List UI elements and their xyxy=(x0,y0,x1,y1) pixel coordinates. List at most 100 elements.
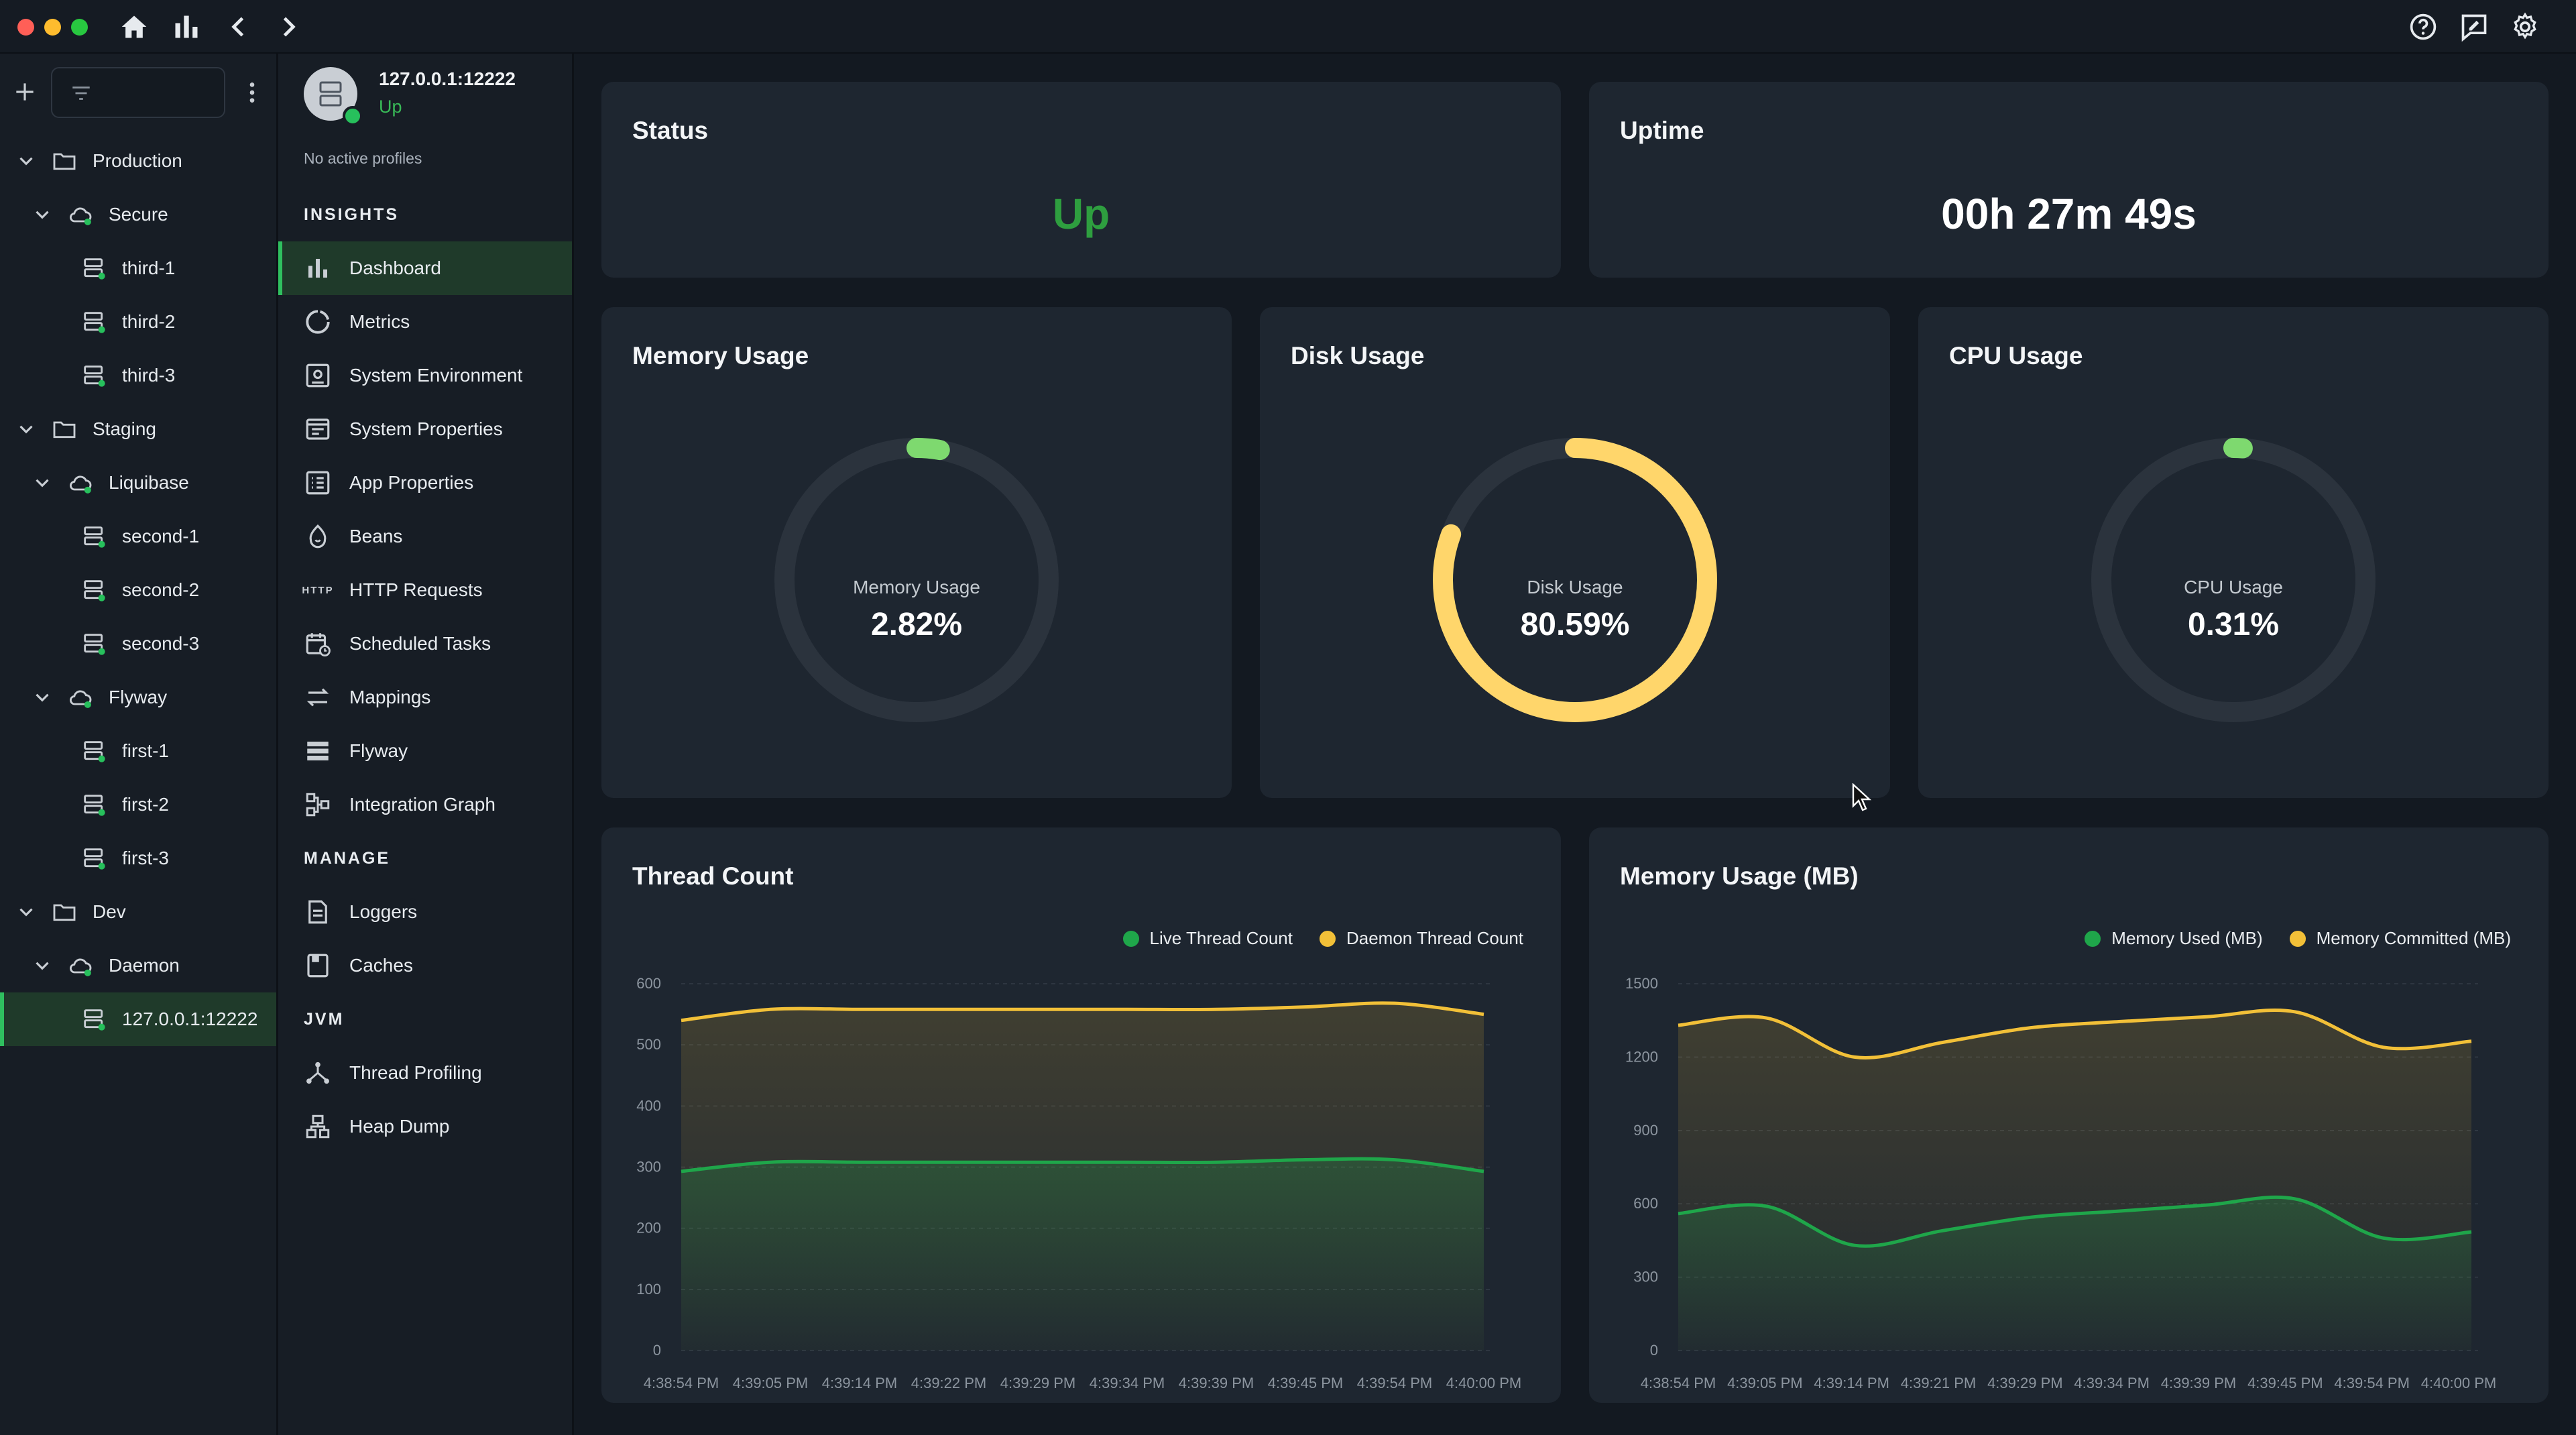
chevron-down-icon[interactable] xyxy=(15,150,38,172)
settings-icon[interactable] xyxy=(2510,12,2540,42)
tree-item-liquibase[interactable]: Liquibase xyxy=(0,456,276,510)
legend-memory-used-dot xyxy=(2085,930,2101,947)
series-line-memory-used-mb[interactable] xyxy=(1678,1195,2472,1248)
tree-item-third-1[interactable]: third-1 xyxy=(0,241,276,295)
series-line-live-thread-count[interactable] xyxy=(681,1157,1484,1173)
x-tick-label: 4:39:29 PM xyxy=(1000,1375,1076,1391)
disk-usage-card: Disk Usage Disk Usage 80.59% xyxy=(1260,307,1890,798)
x-tick-label: 4:39:45 PM xyxy=(1268,1375,1344,1391)
tree-item-first-3[interactable]: first-3 xyxy=(0,831,276,885)
status-title: Status xyxy=(632,117,709,144)
tree-item-label: first-3 xyxy=(122,848,169,868)
legend-live-thread-count[interactable]: Live Thread Count xyxy=(1149,928,1293,948)
tree-item-daemon[interactable]: Daemon xyxy=(0,939,276,992)
tree-item-first-2[interactable]: first-2 xyxy=(0,778,276,831)
nav-item-beans[interactable]: Beans xyxy=(278,510,572,563)
x-tick-label: 4:40:00 PM xyxy=(1446,1375,1522,1391)
nav-item-dashboard[interactable]: Dashboard xyxy=(278,241,572,295)
status-card: Status Up xyxy=(601,82,1561,278)
nav-item-integration-graph[interactable]: Integration Graph xyxy=(278,778,572,831)
disk-gauge-ring xyxy=(1433,438,1717,722)
back-icon[interactable] xyxy=(224,12,253,42)
legend-daemon-thread-count[interactable]: Daemon Thread Count xyxy=(1346,928,1523,948)
close-window-button[interactable] xyxy=(17,19,34,36)
nav-item-system-properties[interactable]: System Properties xyxy=(278,402,572,456)
folder-icon xyxy=(51,148,78,174)
thread-profiling-icon xyxy=(304,1059,332,1087)
legend-memory-used[interactable]: Memory Used (MB) xyxy=(2111,928,2263,948)
chevron-down-icon[interactable] xyxy=(31,686,54,709)
tree-item-second-1[interactable]: second-1 xyxy=(0,510,276,563)
tree-item-second-3[interactable]: second-3 xyxy=(0,617,276,671)
nav-item-scheduled-tasks[interactable]: Scheduled Tasks xyxy=(278,617,572,671)
series-line-memory-committed-mb[interactable] xyxy=(1678,1009,2472,1059)
memory-usage-mb-title: Memory Usage (MB) xyxy=(1620,862,1859,890)
nav-item-system-environment[interactable]: System Environment xyxy=(278,349,572,402)
status-value: Up xyxy=(1052,190,1110,238)
tree-item-127-0-0-1-12222[interactable]: 127.0.0.1:12222 xyxy=(0,992,276,1046)
tree-item-label: third-2 xyxy=(122,311,176,332)
x-tick-label: 4:38:54 PM xyxy=(1641,1375,1716,1391)
server-icon xyxy=(80,738,107,764)
add-icon[interactable] xyxy=(12,79,38,105)
system-properties-icon xyxy=(304,415,332,443)
chevron-down-icon[interactable] xyxy=(31,954,54,977)
nav-item-label: Integration Graph xyxy=(349,794,495,815)
minimize-window-button[interactable] xyxy=(44,19,61,36)
tree-item-label: second-2 xyxy=(122,579,200,600)
server-icon xyxy=(319,81,342,107)
tree-item-flyway[interactable]: Flyway xyxy=(0,671,276,724)
tree-item-secure[interactable]: Secure xyxy=(0,188,276,241)
help-icon[interactable] xyxy=(2408,12,2438,42)
x-tick-label: 4:39:05 PM xyxy=(1727,1375,1803,1391)
x-tick-label: 4:39:39 PM xyxy=(1179,1375,1254,1391)
section-jvm: JVM xyxy=(304,1010,345,1029)
server-icon xyxy=(80,791,107,818)
chevron-down-icon[interactable] xyxy=(15,418,38,441)
nav-item-heap-dump[interactable]: Heap Dump xyxy=(278,1100,572,1153)
server-icon xyxy=(80,630,107,657)
filter-icon xyxy=(70,82,93,105)
tree-item-label: Production xyxy=(93,150,182,171)
tree-item-label: third-3 xyxy=(122,365,176,386)
chevron-down-icon[interactable] xyxy=(31,471,54,494)
heap-dump-icon xyxy=(304,1112,332,1141)
tree-item-dev[interactable]: Dev xyxy=(0,885,276,939)
bar-chart-icon[interactable] xyxy=(172,12,201,42)
nav-item-http-requests[interactable]: HTTP HTTP Requests xyxy=(278,563,572,617)
tree-item-third-3[interactable]: third-3 xyxy=(0,349,276,402)
server-icon xyxy=(80,1006,107,1033)
chevron-down-icon[interactable] xyxy=(31,203,54,226)
filter-input[interactable] xyxy=(51,67,225,118)
http-icon: HTTP xyxy=(302,576,332,604)
chevron-down-icon[interactable] xyxy=(15,901,38,923)
cpu-usage-title: CPU Usage xyxy=(1949,342,2083,369)
feedback-icon[interactable] xyxy=(2459,12,2489,42)
nav-item-metrics[interactable]: Metrics xyxy=(278,295,572,349)
beans-icon xyxy=(304,522,332,551)
tree-item-production[interactable]: Production xyxy=(0,134,276,188)
nav-item-flyway[interactable]: Flyway xyxy=(278,724,572,778)
nav-item-caches[interactable]: Caches xyxy=(278,939,572,992)
tree-item-staging[interactable]: Staging xyxy=(0,402,276,456)
nav-item-mappings[interactable]: Mappings xyxy=(278,671,572,724)
nav-item-thread-profiling[interactable]: Thread Profiling xyxy=(278,1046,572,1100)
series-line-daemon-thread-count[interactable] xyxy=(681,1001,1484,1023)
x-tick-label: 4:39:45 PM xyxy=(2247,1375,2323,1391)
legend-memory-committed[interactable]: Memory Committed (MB) xyxy=(2316,928,2511,948)
forward-icon[interactable] xyxy=(274,12,303,42)
maximize-window-button[interactable] xyxy=(71,19,88,36)
active-profiles: No active profiles xyxy=(304,150,422,167)
tree-item-second-2[interactable]: second-2 xyxy=(0,563,276,617)
server-icon xyxy=(80,523,107,550)
cpu-gauge: CPU Usage 0.31% xyxy=(1918,435,2549,750)
tree-item-third-2[interactable]: third-2 xyxy=(0,295,276,349)
memory-usage-mb-chart: 0 300 600 900 1200 1500 4:38:54 PM 4:39:05 PM 4:… xyxy=(1625,975,2496,1391)
home-icon[interactable] xyxy=(119,12,149,42)
nav-item-loggers[interactable]: Loggers xyxy=(278,885,572,939)
tree-item-first-1[interactable]: first-1 xyxy=(0,724,276,778)
more-options-icon[interactable] xyxy=(239,79,266,106)
x-tick-label: 4:39:54 PM xyxy=(2334,1375,2410,1391)
cloud-icon xyxy=(67,952,94,979)
nav-item-app-properties[interactable]: App Properties xyxy=(278,456,572,510)
